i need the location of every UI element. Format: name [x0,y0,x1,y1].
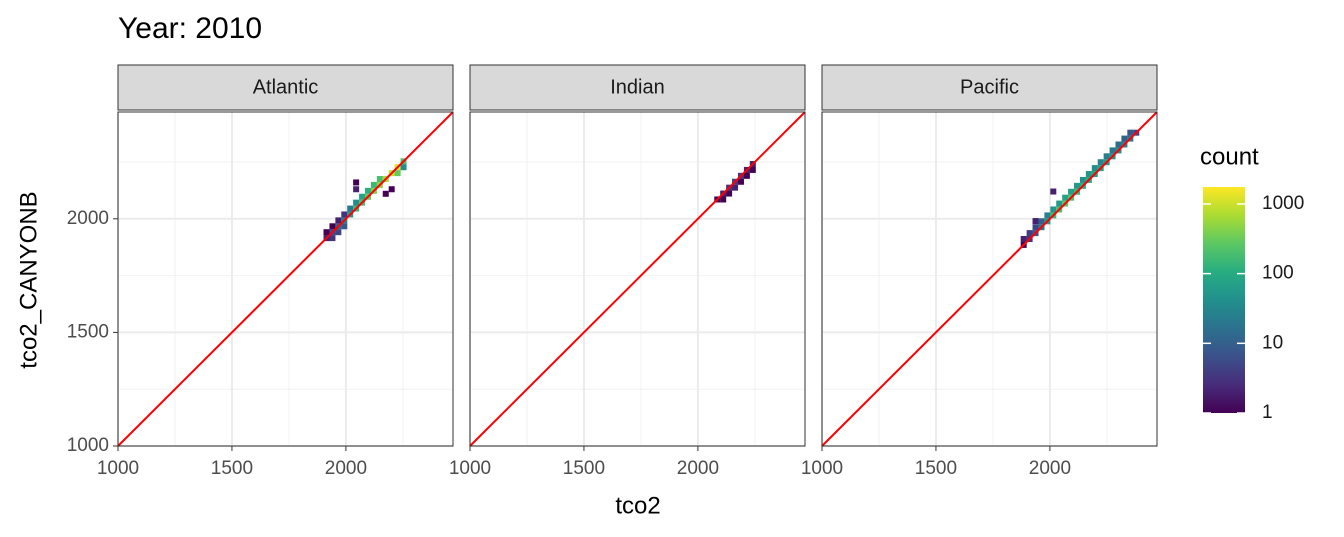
panel-border [469,111,806,447]
heat-tile [1085,171,1092,178]
heat-tile [341,211,348,218]
heat-tile [347,205,354,212]
heat-tile [1062,194,1069,201]
colorbar-label: 100 [1262,263,1294,284]
heat-tile [1020,236,1027,243]
heat-tile [737,178,744,185]
colorbar-label: 1 [1262,402,1273,423]
heat-tile [335,217,342,224]
heat-tile [353,199,360,206]
heat-tile [1050,188,1057,195]
strip-label: Indian [610,76,665,98]
heat-tile [1032,218,1039,225]
heat-tile [359,193,366,200]
heat-tile [732,184,739,191]
heat-tile [353,186,360,193]
chart-title: Year: 2010 [118,12,262,45]
x-axis-label: tco2 [615,492,660,519]
strip [117,64,454,111]
x-tick-label: 1500 [563,458,605,479]
heat-tile [1056,200,1063,207]
heat-tile [370,181,377,188]
x-tick-label: 1500 [915,458,957,479]
identity-line [469,111,806,447]
heat-tile [1109,147,1116,154]
panel-border [117,111,454,447]
heat-tile [1044,212,1051,219]
heat-tile [1032,224,1039,231]
strip [821,64,1158,111]
identity-line [117,111,454,447]
heat-tile [1074,182,1081,189]
heat-tile [1026,230,1033,237]
x-tick-label: 1000 [801,458,843,479]
heat-tile [335,229,342,236]
x-tick-label: 1500 [211,458,253,479]
heat-tile [341,223,348,230]
strip [469,64,806,111]
heat-tile [400,164,407,171]
strip-label: Pacific [960,76,1019,98]
heat-tile [388,186,395,193]
heat-tile [1127,129,1134,136]
y-tick-label: 2000 [67,208,109,229]
heat-tile [382,190,389,197]
heat-tile [353,179,360,186]
x-tick-label: 1000 [97,458,139,479]
heat-tile [329,235,336,242]
colorbar-label: 1000 [1262,193,1304,214]
heat-tile [1121,135,1128,142]
x-tick-label: 1000 [449,458,491,479]
heat-tile [394,170,401,177]
y-axis-label: tco2_CANYONB [15,191,42,368]
heat-tile [749,166,756,173]
heat-tile [364,187,371,194]
heat-tile [329,223,336,230]
legend-title: count [1200,143,1259,170]
heat-tile [1068,188,1075,195]
panel-border [821,111,1158,447]
heat-tile [1115,141,1122,148]
identity-line [821,111,1158,447]
heat-tile [1079,176,1086,183]
heat-tile [743,172,750,179]
colorbar [1203,187,1245,413]
heat-tile [1050,206,1057,213]
x-tick-label: 2000 [677,458,719,479]
y-tick-label: 1000 [67,435,109,456]
colorbar-label: 10 [1262,332,1283,353]
heat-tile [376,176,383,183]
x-tick-label: 2000 [1029,458,1071,479]
heat-tile [1103,153,1110,160]
x-tick-label: 2000 [325,458,367,479]
heat-tile [323,229,330,236]
strip-label: Atlantic [253,76,319,98]
heat-tile [1097,159,1104,166]
heat-tile [1038,218,1045,225]
heat-tile [726,190,733,197]
heat-tile [720,196,727,203]
y-tick-label: 1500 [67,321,109,342]
heat-tile [1091,165,1098,172]
